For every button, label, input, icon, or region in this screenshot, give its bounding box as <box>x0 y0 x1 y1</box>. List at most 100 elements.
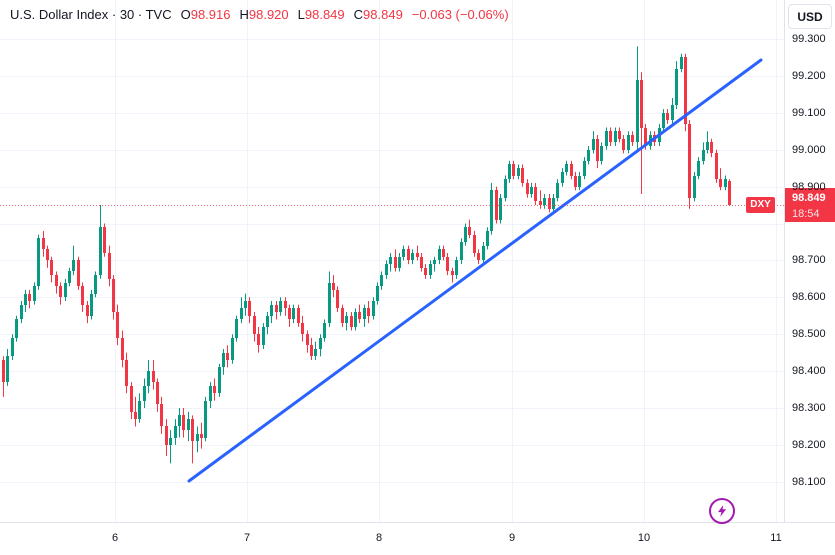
candle-body <box>407 249 410 260</box>
candle-body <box>530 187 533 194</box>
candle-body <box>702 150 705 161</box>
candle-body <box>583 161 586 176</box>
candle-body <box>257 334 260 345</box>
candle-body <box>28 294 31 301</box>
lightning-bolt-icon <box>717 505 727 517</box>
candle-body <box>631 135 634 142</box>
candle-body <box>103 227 106 253</box>
candle-body <box>86 305 89 316</box>
candle-body <box>504 179 507 198</box>
candle-body <box>306 334 309 345</box>
candlestick-series <box>2 46 731 464</box>
candle-body <box>429 264 432 275</box>
trendline-drawing[interactable] <box>187 58 763 483</box>
candle-body <box>310 345 313 356</box>
candle-body <box>297 308 300 323</box>
candle-body <box>627 135 630 150</box>
candle-body <box>328 283 331 323</box>
candle-body <box>6 356 9 382</box>
candle-body <box>323 323 326 338</box>
candle-body <box>662 113 665 128</box>
candle-body <box>543 198 546 205</box>
candle-body <box>526 183 529 194</box>
candle-body <box>715 153 718 179</box>
candle-body <box>270 305 273 316</box>
candle-body <box>253 316 256 334</box>
candle-body <box>178 415 181 426</box>
candle-body <box>464 227 467 242</box>
candle-body <box>438 249 441 260</box>
candle-body <box>640 80 643 128</box>
candle-body <box>112 279 115 312</box>
candle-body <box>15 319 18 338</box>
candle-body <box>90 294 93 316</box>
candle-body <box>372 301 375 316</box>
candle-body <box>666 113 669 120</box>
candle-body <box>24 294 27 305</box>
price-axis-label: 98.400 <box>792 365 826 378</box>
time-axis-label: 9 <box>508 532 516 544</box>
price-axis-label: 98.700 <box>792 254 826 267</box>
chart-canvas[interactable] <box>0 0 784 522</box>
time-axis-label: 8 <box>375 532 383 544</box>
price-axis[interactable]: USD 98.849 18:54 99.300 99.200 99.100 99.00… <box>784 0 835 522</box>
price-axis-label: 99.300 <box>792 33 826 45</box>
candle-body <box>108 253 111 279</box>
candle-body <box>358 312 361 319</box>
candle-body <box>442 249 445 257</box>
candle-body <box>301 323 304 334</box>
candle-body <box>710 142 713 153</box>
time-axis-label: 11 <box>770 532 782 544</box>
price-axis-label: 98.900 <box>792 180 826 193</box>
price-axis-label: 98.100 <box>792 475 826 488</box>
flash-button[interactable] <box>709 498 735 524</box>
candle-body <box>288 308 291 319</box>
candle-body <box>724 179 727 187</box>
candle-body <box>508 164 511 179</box>
symbol-title[interactable]: U.S. Dollar Index · 30 · TVC <box>10 7 172 22</box>
candle-body <box>684 57 687 124</box>
candle-body <box>486 231 489 246</box>
candle-body <box>218 367 221 393</box>
candle-body <box>596 139 599 161</box>
trendline-price-tag: DXY <box>746 197 775 213</box>
price-axis-label: 98.600 <box>792 291 826 304</box>
change-value: −0.063 (−0.06%) <box>411 7 509 22</box>
last-price-value: 98.849 <box>792 192 826 204</box>
candle-body <box>565 164 568 172</box>
currency-button[interactable]: USD <box>788 4 832 29</box>
candle-body <box>187 419 190 430</box>
candle-body <box>693 176 696 198</box>
candle-body <box>248 301 251 316</box>
candle-body <box>336 290 339 308</box>
candle-body <box>235 319 238 338</box>
candle-body <box>50 260 53 275</box>
candle-body <box>77 260 80 286</box>
price-axis-label: 98.200 <box>792 438 826 451</box>
candle-body <box>706 142 709 150</box>
candle-body <box>99 227 102 275</box>
candle-body <box>477 253 480 260</box>
candle-body <box>319 338 322 349</box>
candle-body <box>636 80 639 142</box>
candle-body <box>688 124 691 198</box>
candle-body <box>433 260 436 264</box>
candle-body <box>191 419 194 441</box>
candle-body <box>182 415 185 430</box>
candle-body <box>675 69 678 105</box>
ohlc-values: O98.916 H98.920 L98.849 C98.849 <box>172 7 403 22</box>
candle-body <box>345 316 348 323</box>
candle-body <box>59 286 62 297</box>
candle-body <box>20 305 23 319</box>
candle-body <box>482 246 485 260</box>
candle-body <box>728 181 731 205</box>
candle-body <box>196 434 199 441</box>
candle-body <box>468 227 471 235</box>
time-axis[interactable]: 6 7 8 9 10 11 <box>0 522 835 555</box>
candle-body <box>292 308 295 319</box>
price-axis-label: 99.200 <box>792 69 826 82</box>
candle-body <box>446 257 449 271</box>
candle-body <box>209 386 212 401</box>
candle-body <box>156 382 159 404</box>
candle-body <box>244 301 247 308</box>
